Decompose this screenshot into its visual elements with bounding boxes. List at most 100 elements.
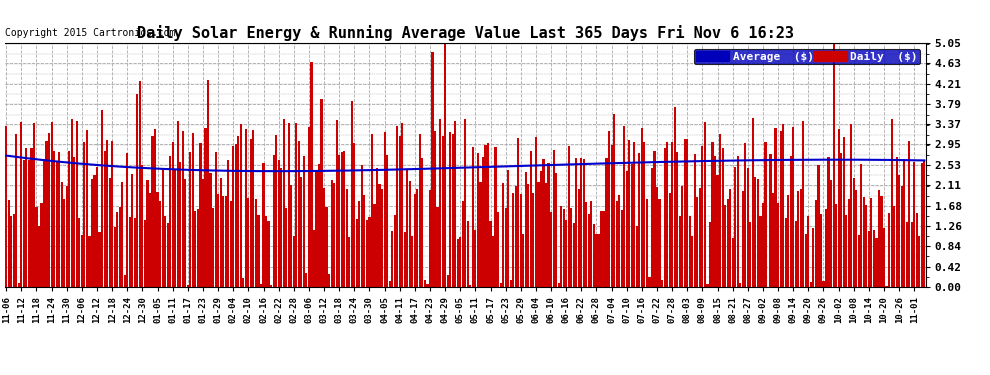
Bar <box>535 137 537 287</box>
Bar <box>528 184 530 287</box>
Bar <box>28 160 30 287</box>
Bar <box>326 207 328 287</box>
Bar <box>129 217 131 287</box>
Bar <box>70 118 73 287</box>
Bar <box>437 207 439 287</box>
Bar <box>270 285 272 287</box>
Bar <box>538 182 540 287</box>
Bar <box>144 220 146 287</box>
Bar <box>240 124 242 287</box>
Bar <box>517 138 520 287</box>
Bar <box>245 129 247 287</box>
Bar <box>260 284 262 287</box>
Bar <box>913 162 916 287</box>
Bar <box>13 214 15 287</box>
Bar <box>891 119 893 287</box>
Bar <box>565 220 567 287</box>
Bar <box>575 158 577 287</box>
Bar <box>166 224 168 287</box>
Bar <box>58 152 60 287</box>
Bar <box>207 80 209 287</box>
Bar <box>414 194 416 287</box>
Bar <box>560 206 562 287</box>
Bar <box>202 179 204 287</box>
Bar <box>212 208 214 287</box>
Bar <box>919 236 921 287</box>
Bar <box>779 131 782 287</box>
Bar <box>73 157 75 287</box>
Bar <box>570 208 572 287</box>
Bar <box>81 236 83 287</box>
Bar <box>235 144 237 287</box>
Bar <box>217 194 219 287</box>
Bar <box>530 151 532 287</box>
Bar <box>830 180 833 287</box>
Bar <box>714 156 716 287</box>
Bar <box>442 136 444 287</box>
Bar <box>321 99 323 287</box>
Bar <box>489 220 492 287</box>
Bar <box>729 189 732 287</box>
Bar <box>847 199 849 287</box>
Bar <box>386 155 388 287</box>
Bar <box>293 236 295 287</box>
Bar <box>46 141 48 287</box>
Bar <box>820 214 822 287</box>
Bar <box>474 230 476 287</box>
Bar <box>668 193 670 287</box>
Bar <box>754 177 756 287</box>
Bar <box>60 182 62 287</box>
Bar <box>137 94 139 287</box>
Bar <box>371 134 373 287</box>
Bar <box>466 220 469 287</box>
Bar <box>924 161 926 287</box>
Bar <box>156 192 158 287</box>
Bar <box>388 281 391 287</box>
Bar <box>807 216 810 287</box>
Bar <box>124 275 126 287</box>
Bar <box>252 130 254 287</box>
Bar <box>641 128 643 287</box>
Bar <box>512 193 514 287</box>
Bar <box>282 118 285 287</box>
Bar <box>406 169 408 287</box>
Bar <box>492 236 494 287</box>
Bar <box>746 168 748 287</box>
Bar <box>699 188 701 287</box>
Bar <box>792 128 794 287</box>
Bar <box>550 212 552 287</box>
Bar <box>182 131 184 287</box>
Bar <box>880 196 882 287</box>
Bar <box>712 142 714 287</box>
Bar <box>119 207 121 287</box>
Bar <box>179 162 181 287</box>
Bar <box>857 236 860 287</box>
Bar <box>331 180 333 287</box>
Bar <box>588 214 590 287</box>
Bar <box>590 201 592 287</box>
Bar <box>5 126 7 287</box>
Bar <box>797 191 799 287</box>
Bar <box>719 134 721 287</box>
Bar <box>671 142 673 287</box>
Bar <box>142 165 144 287</box>
Bar <box>727 199 729 287</box>
Bar <box>855 190 857 287</box>
Bar <box>841 153 842 287</box>
Bar <box>454 121 456 287</box>
Bar <box>446 275 448 287</box>
Bar <box>852 177 854 287</box>
Bar <box>744 143 746 287</box>
Bar <box>684 139 686 287</box>
Bar <box>411 236 414 287</box>
Bar <box>76 121 78 287</box>
Bar <box>445 43 446 287</box>
Bar <box>472 147 474 287</box>
Bar <box>339 155 341 287</box>
Bar <box>505 209 507 287</box>
Legend: Average  ($), Daily  ($): Average ($), Daily ($) <box>694 49 920 64</box>
Bar <box>459 237 461 287</box>
Bar <box>257 215 259 287</box>
Bar <box>623 126 626 287</box>
Bar <box>916 213 918 287</box>
